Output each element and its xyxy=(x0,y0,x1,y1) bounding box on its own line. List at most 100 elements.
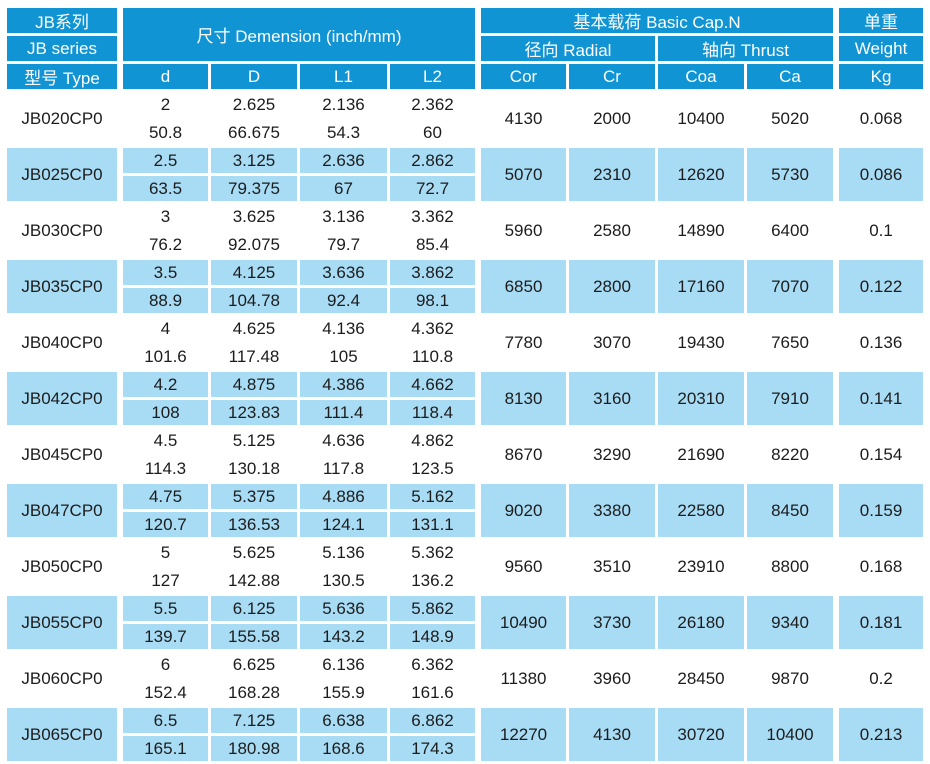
weight-kg-cell: 0.1 xyxy=(836,204,924,257)
dim-D-inch-cell: 4.625 xyxy=(211,316,297,341)
weight-kg-cell: 0.068 xyxy=(836,92,924,145)
load-Coa-cell: 17160 xyxy=(658,260,744,313)
weight-kg-cell: 0.141 xyxy=(836,372,924,425)
dim-D-inch-cell: 6.125 xyxy=(211,596,297,621)
col-header-Cr: Cr xyxy=(569,64,655,89)
dim-L1-inch-cell: 4.636 xyxy=(300,428,387,453)
load-Coa-cell: 28450 xyxy=(658,652,744,705)
dim-L1-mm-cell: 130.5 xyxy=(300,568,387,593)
table-row-mm: 114.3 130.18 117.8 123.5 xyxy=(7,456,923,481)
weight-kg-cell: 0.181 xyxy=(836,596,924,649)
header-row-middle: JB series 径向 Radial 轴向 Thrust Weight xyxy=(7,36,924,61)
load-Cor-cell: 11380 xyxy=(478,652,566,705)
table-row-mm: 165.1 180.98 168.6 174.3 xyxy=(7,736,923,761)
dim-L1-inch-cell: 6.638 xyxy=(300,708,387,733)
col-header-Cor: Cor xyxy=(478,64,566,89)
dim-L2-mm-cell: 131.1 xyxy=(390,512,475,537)
dim-d-mm-cell: 50.8 xyxy=(120,120,208,145)
load-Coa-cell: 12620 xyxy=(658,148,744,201)
dim-L1-mm-cell: 79.7 xyxy=(300,232,387,257)
load-Ca-cell: 8220 xyxy=(747,428,834,481)
dim-L2-inch-cell: 5.362 xyxy=(390,540,475,565)
weight-kg-cell: 0.136 xyxy=(836,316,924,369)
dim-D-inch-cell: 5.375 xyxy=(211,484,297,509)
model-type-cell: JB035CP0 xyxy=(7,260,117,313)
dim-D-mm-cell: 123.83 xyxy=(211,400,297,425)
dim-L2-inch-cell: 2.862 xyxy=(390,148,475,173)
dim-L1-inch-cell: 4.886 xyxy=(300,484,387,509)
dim-L1-inch-cell: 4.136 xyxy=(300,316,387,341)
load-Cor-cell: 5960 xyxy=(478,204,566,257)
weight-kg-cell: 0.154 xyxy=(836,428,924,481)
dim-D-inch-cell: 4.125 xyxy=(211,260,297,285)
dim-D-inch-cell: 5.125 xyxy=(211,428,297,453)
dim-d-mm-cell: 139.7 xyxy=(120,624,208,649)
load-Coa-cell: 10400 xyxy=(658,92,744,145)
table-row-mm: 120.7 136.53 124.1 131.1 xyxy=(7,512,923,537)
load-Ca-cell: 9870 xyxy=(747,652,834,705)
table-row-inch: JB025CP0 2.5 3.125 2.636 2.862 5070 2310… xyxy=(7,148,924,201)
dim-L2-mm-cell: 98.1 xyxy=(390,288,475,313)
dim-d-inch-cell: 5.5 xyxy=(120,596,208,621)
dim-L1-mm-cell: 143.2 xyxy=(300,624,387,649)
load-Cor-cell: 6850 xyxy=(478,260,566,313)
load-Ca-cell: 5730 xyxy=(747,148,834,201)
load-Coa-cell: 21690 xyxy=(658,428,744,481)
load-Ca-cell: 7070 xyxy=(747,260,834,313)
table-body: JB020CP0 2 2.625 2.136 2.362 4130 2000 1… xyxy=(7,92,924,761)
model-type-cell: JB030CP0 xyxy=(7,204,117,257)
dim-L2-inch-cell: 2.362 xyxy=(390,92,475,117)
dim-d-mm-cell: 127 xyxy=(120,568,208,593)
model-type-cell: JB025CP0 xyxy=(7,148,117,201)
load-Ca-cell: 10400 xyxy=(747,708,834,761)
table-row-inch: JB030CP0 3 3.625 3.136 3.362 5960 2580 1… xyxy=(7,204,924,257)
load-Cor-cell: 9560 xyxy=(478,540,566,593)
dim-L2-mm-cell: 118.4 xyxy=(390,400,475,425)
dim-L1-inch-cell: 2.136 xyxy=(300,92,387,117)
dim-L2-inch-cell: 5.862 xyxy=(390,596,475,621)
table-row-mm: 152.4 168.28 155.9 161.6 xyxy=(7,680,923,705)
table-row-inch: JB040CP0 4 4.625 4.136 4.362 7780 3070 1… xyxy=(7,316,924,369)
dim-d-mm-cell: 101.6 xyxy=(120,344,208,369)
load-Cr-cell: 3960 xyxy=(569,652,655,705)
load-Coa-cell: 14890 xyxy=(658,204,744,257)
col-header-Ca: Ca xyxy=(747,64,834,89)
dim-L1-inch-cell: 3.636 xyxy=(300,260,387,285)
dim-d-inch-cell: 4 xyxy=(120,316,208,341)
dim-d-inch-cell: 4.75 xyxy=(120,484,208,509)
col-header-Coa: Coa xyxy=(658,64,744,89)
weight-kg-cell: 0.122 xyxy=(836,260,924,313)
model-type-cell: JB047CP0 xyxy=(7,484,117,537)
dim-L2-inch-cell: 4.662 xyxy=(390,372,475,397)
dim-d-mm-cell: 108 xyxy=(120,400,208,425)
load-Cor-cell: 8670 xyxy=(478,428,566,481)
load-Coa-cell: 19430 xyxy=(658,316,744,369)
table-row-inch: JB065CP0 6.5 7.125 6.638 6.862 12270 413… xyxy=(7,708,924,761)
col-header-D: D xyxy=(211,64,297,89)
dim-L2-mm-cell: 72.7 xyxy=(390,176,475,201)
dim-L2-mm-cell: 110.8 xyxy=(390,344,475,369)
dim-D-inch-cell: 3.625 xyxy=(211,204,297,229)
load-Ca-cell: 8800 xyxy=(747,540,834,593)
dim-L2-mm-cell: 148.9 xyxy=(390,624,475,649)
dim-d-mm-cell: 76.2 xyxy=(120,232,208,257)
table-row-mm: 108 123.83 111.4 118.4 xyxy=(7,400,923,425)
load-Cor-cell: 10490 xyxy=(478,596,566,649)
load-Coa-cell: 22580 xyxy=(658,484,744,537)
model-type-cell: JB040CP0 xyxy=(7,316,117,369)
dim-d-inch-cell: 4.5 xyxy=(120,428,208,453)
dim-L2-mm-cell: 60 xyxy=(390,120,475,145)
model-type-cell: JB060CP0 xyxy=(7,652,117,705)
load-Cor-cell: 5070 xyxy=(478,148,566,201)
dim-L2-inch-cell: 3.862 xyxy=(390,260,475,285)
dim-d-inch-cell: 4.2 xyxy=(120,372,208,397)
model-type-cell: JB055CP0 xyxy=(7,596,117,649)
dim-D-mm-cell: 92.075 xyxy=(211,232,297,257)
weight-kg-cell: 0.213 xyxy=(836,708,924,761)
dim-D-inch-cell: 4.875 xyxy=(211,372,297,397)
load-Ca-cell: 7650 xyxy=(747,316,834,369)
dim-d-mm-cell: 63.5 xyxy=(120,176,208,201)
load-Cr-cell: 3730 xyxy=(569,596,655,649)
col-header-L2: L2 xyxy=(390,64,475,89)
load-Ca-cell: 7910 xyxy=(747,372,834,425)
